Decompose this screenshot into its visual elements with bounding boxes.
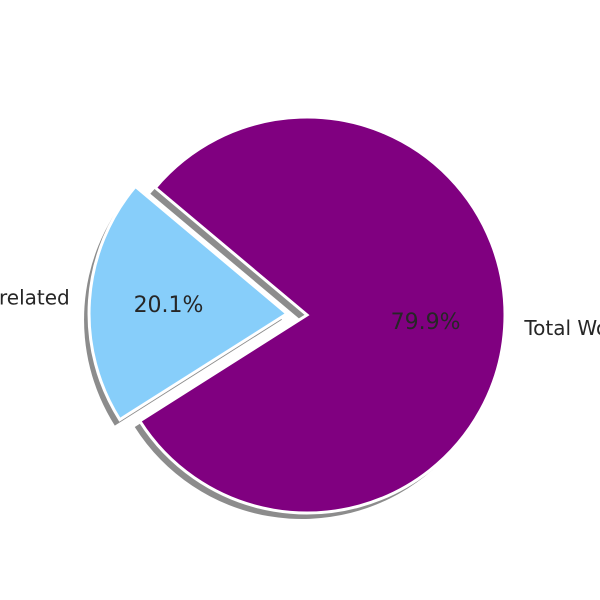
- slice-correlated: [87, 184, 290, 422]
- slices: [87, 115, 507, 515]
- slice-pct-label-total-words: 79.9%: [391, 310, 461, 335]
- slice-label-correlated: Correlated: [0, 286, 70, 310]
- slice-labels: Correlated 20.1% Total Words 79.9%: [0, 286, 600, 340]
- slice-pct-label-correlated: 20.1%: [134, 293, 204, 318]
- slice-label-total-words: Total Words: [523, 316, 600, 340]
- slice-total-words: [137, 115, 507, 515]
